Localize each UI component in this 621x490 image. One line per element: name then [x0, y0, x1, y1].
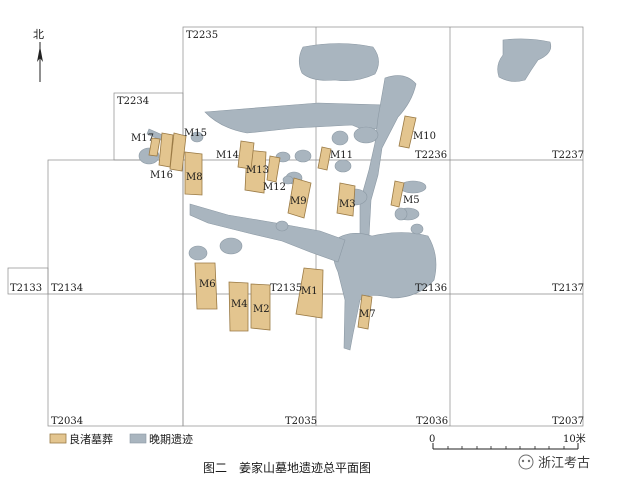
north-label: 北 [33, 28, 44, 41]
legend-label-liangzhu: 良渚墓葬 [69, 432, 113, 446]
north-arrow: 北 [33, 28, 44, 82]
tomb-m16[interactable] [158, 132, 174, 168]
tomb-m9[interactable] [287, 177, 312, 219]
grid-labels: T2235 T2234 T2236 T2237 T2133 T2134 T213… [10, 30, 584, 427]
legend-swatch-liangzhu [49, 433, 67, 444]
tomb-label-m13: M13 [246, 165, 269, 176]
tomb-label-m3: M3 [339, 199, 356, 210]
grid-label-t2035: T2035 [285, 416, 317, 427]
tomb-label-m12: M12 [263, 182, 286, 193]
tomb-m6[interactable] [194, 262, 218, 310]
tomb-m4[interactable] [228, 281, 249, 332]
tomb-label-m14: M14 [216, 150, 239, 161]
grid-label-t2234: T2234 [117, 96, 149, 107]
tomb-label-m8: M8 [186, 172, 203, 183]
grid-label-t2236: T2236 [415, 150, 447, 161]
grid-label-t2136: T2136 [415, 283, 447, 294]
tomb-label-m10: M10 [413, 131, 436, 142]
tomb-label-m6: M6 [199, 279, 216, 290]
grid-label-t2037: T2037 [552, 416, 584, 427]
tomb-m2[interactable] [250, 283, 271, 331]
tomb-m1[interactable] [295, 267, 324, 319]
tomb-m14[interactable] [237, 140, 255, 170]
tomb-label-m2: M2 [253, 304, 270, 315]
tomb-label-m11: M11 [330, 150, 353, 161]
tomb-label-m16: M16 [150, 170, 173, 181]
grid-label-t2034: T2034 [51, 416, 83, 427]
tomb-labels: M1 M2 M3 M4 M5 M6 M7 M8 M9 M10 M11 M12 M… [131, 128, 436, 320]
late-features [138, 38, 552, 351]
grid-label-t2235: T2235 [186, 30, 218, 41]
scale-start: 0 [429, 434, 435, 445]
tomb-label-m17: M17 [131, 133, 154, 144]
tomb-label-m15: M15 [184, 128, 207, 139]
tomb-m5[interactable] [390, 180, 405, 208]
tomb-m11[interactable] [317, 146, 332, 171]
tomb-label-m1: M1 [301, 286, 318, 297]
legend-swatch-late [129, 433, 147, 444]
scale-end: 10米 [563, 432, 586, 445]
tomb-m7[interactable] [357, 294, 373, 330]
grid-label-t2137: T2137 [552, 283, 584, 294]
liangzhu-tombs [148, 115, 417, 332]
legend: 良渚墓葬 晚期遗迹 [49, 432, 193, 446]
grid-label-t2036: T2036 [416, 416, 448, 427]
tomb-label-m7: M7 [359, 309, 376, 320]
tomb-m12[interactable] [266, 155, 281, 183]
tomb-m3[interactable] [336, 182, 356, 217]
tomb-m10[interactable] [398, 115, 417, 149]
legend-label-late: 晚期遗迹 [149, 432, 193, 446]
tomb-label-m9: M9 [290, 196, 307, 207]
figure-caption: 图二 姜家山墓地遗迹总平面图 [203, 460, 371, 475]
north-arrow-icon [37, 46, 43, 62]
watermark: 浙江考古 [518, 454, 590, 471]
watermark-text: 浙江考古 [538, 456, 590, 471]
tomb-m17[interactable] [148, 137, 161, 157]
scale-bar: 0 10米 [429, 432, 586, 450]
grid-label-t2134: T2134 [51, 283, 83, 294]
grid-label-t2133: T2133 [10, 283, 42, 294]
tomb-m8[interactable] [184, 151, 203, 196]
grid-label-t2135: T2135 [270, 283, 302, 294]
tomb-label-m4: M4 [231, 299, 248, 310]
grid-label-t2237: T2237 [552, 150, 584, 161]
wechat-icon [518, 454, 534, 470]
tomb-label-m5: M5 [403, 195, 420, 206]
